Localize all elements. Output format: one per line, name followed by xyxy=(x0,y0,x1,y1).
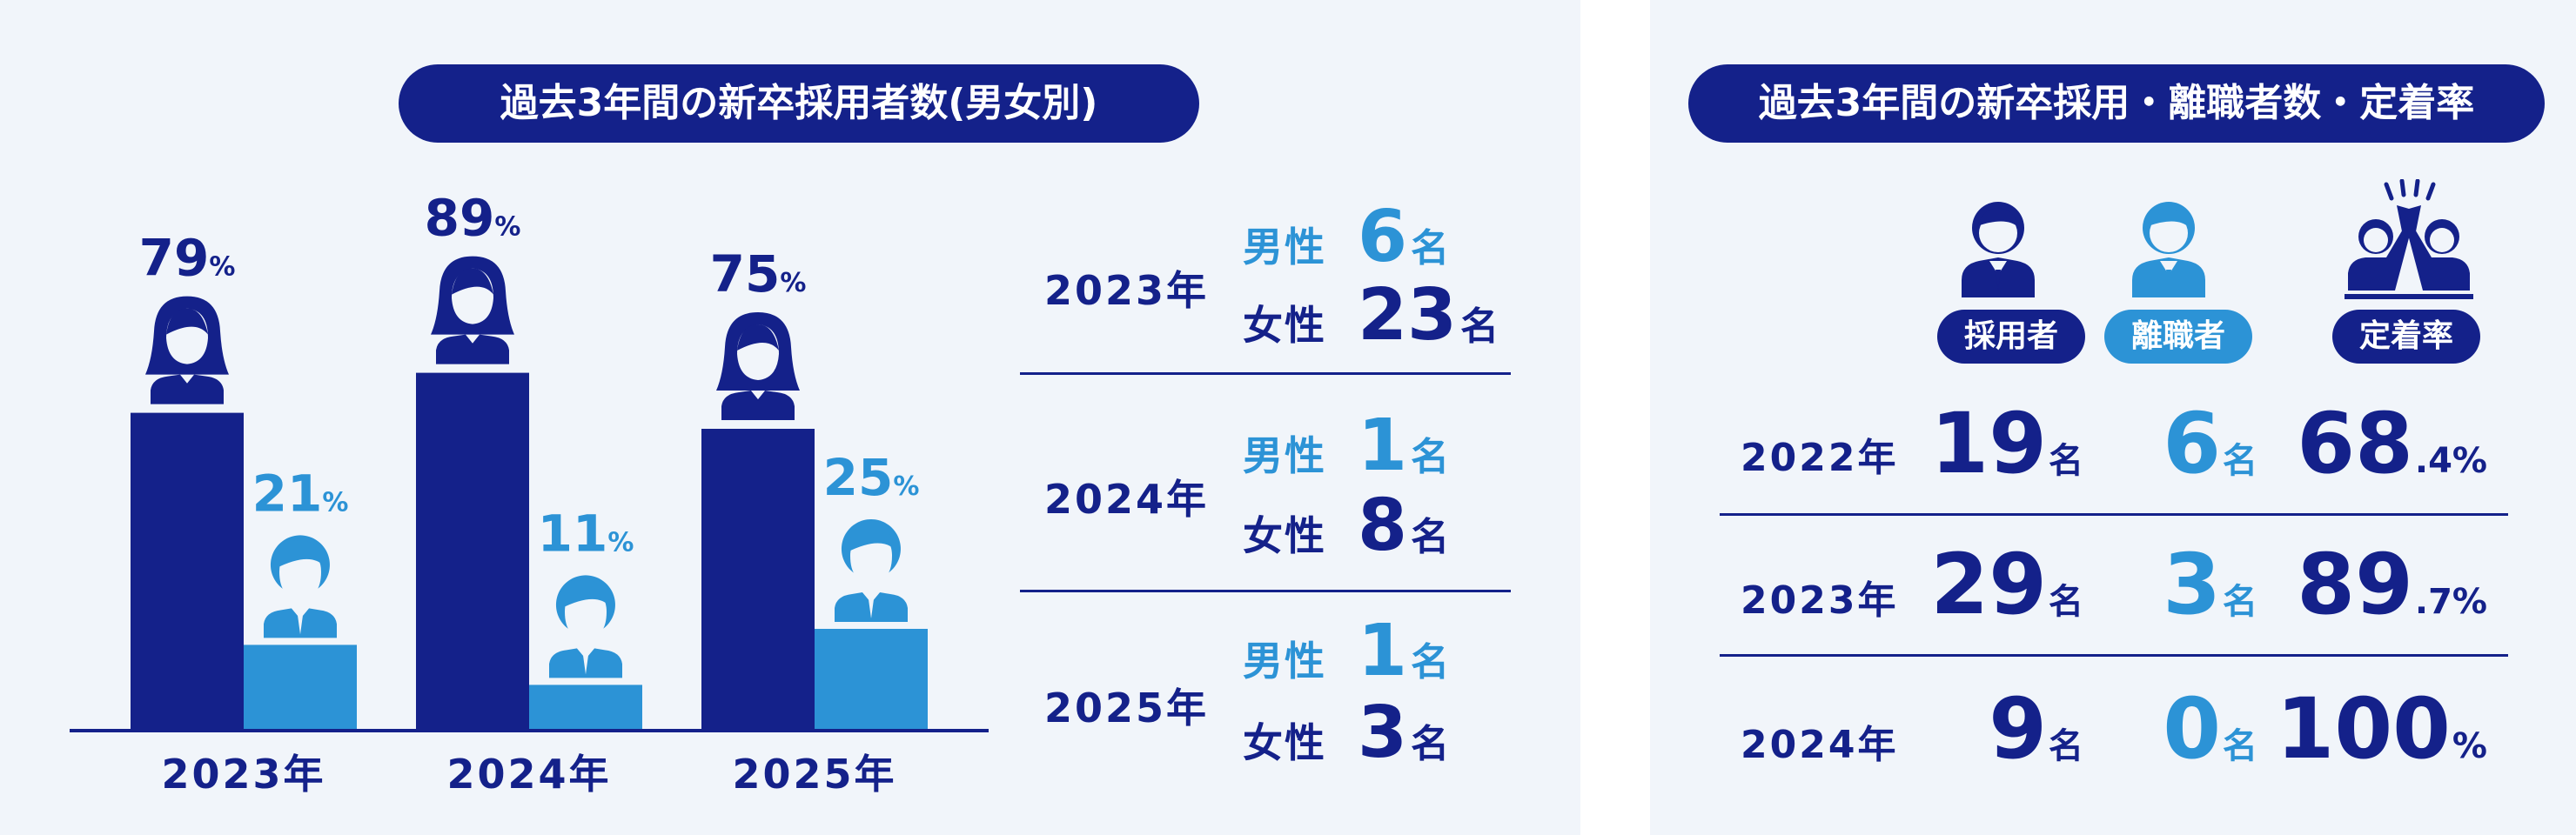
bar-female xyxy=(131,412,244,729)
x-tick-label: 2023年 xyxy=(161,751,325,798)
male-count-2025: 1名 xyxy=(1358,610,1450,692)
bar-female xyxy=(416,372,529,729)
woman-icon xyxy=(716,312,800,420)
high-five-icon xyxy=(2345,179,2473,299)
row-divider xyxy=(1720,654,2508,657)
row-year-2023: 2023年 xyxy=(1741,578,1899,623)
hired-2022: 19名 xyxy=(1930,395,2083,492)
data-label: 75% xyxy=(710,244,807,304)
data-label: 21% xyxy=(252,464,349,523)
male-count-2023: 6名 xyxy=(1358,196,1450,278)
retention-2024: 100% xyxy=(2276,680,2487,778)
woman-icon xyxy=(431,256,514,364)
table-divider xyxy=(1020,372,1511,375)
row-divider xyxy=(1720,513,2508,516)
female-count-2025: 3名 xyxy=(1358,691,1450,774)
bar-chart: 79% 21% 2023年 89% 11% 2024年 75% 25% 2025年 xyxy=(70,189,989,798)
left-2022: 6名 xyxy=(2163,395,2257,492)
data-label: 89% xyxy=(425,189,521,248)
female-label-2023: 女性 xyxy=(1243,302,1326,349)
female-label-2025: 女性 xyxy=(1243,719,1326,766)
bar-male xyxy=(815,629,928,729)
female-count-2024: 8名 xyxy=(1358,484,1450,567)
left-title: 過去3年間の新卒採用者数(男女別) xyxy=(399,64,1199,143)
left-2024: 0名 xyxy=(2163,680,2257,778)
bar-male xyxy=(244,645,357,729)
right-title: 過去3年間の新卒採用・離職者数・定着率 xyxy=(1688,64,2545,143)
data-label: 79% xyxy=(139,229,236,288)
left-2023: 3名 xyxy=(2163,536,2257,633)
row-year-2024: 2024年 xyxy=(1741,723,1899,767)
data-label: 11% xyxy=(538,504,634,563)
x-tick-label: 2024年 xyxy=(446,751,611,798)
bar-male xyxy=(529,685,642,729)
woman-icon xyxy=(145,296,229,404)
header-left: 離職者 xyxy=(2104,310,2252,364)
right-panel: 過去3年間の新卒採用・離職者数・定着率 採用者 離職者 定着率 2022年 1 xyxy=(1650,0,2576,835)
female-label-2024: 女性 xyxy=(1243,512,1326,559)
bar-female xyxy=(701,429,815,729)
man-icon xyxy=(264,535,337,638)
businessman-icon xyxy=(2132,202,2205,297)
retention-2023: 89.7% xyxy=(2297,536,2487,633)
male-label-2024: 男性 xyxy=(1243,432,1326,479)
header-retention: 定着率 xyxy=(2332,310,2480,364)
retention-2022: 68.4% xyxy=(2297,395,2487,492)
data-label: 25% xyxy=(823,448,920,507)
businessman-icon xyxy=(1962,202,2035,297)
x-axis-line xyxy=(70,729,989,732)
hired-2023: 29名 xyxy=(1930,536,2083,633)
male-label-2023: 男性 xyxy=(1243,224,1326,271)
female-count-2023: 23名 xyxy=(1358,274,1499,357)
male-count-2024: 1名 xyxy=(1358,404,1450,487)
table-year-2024: 2024年 xyxy=(1044,476,1210,523)
man-icon xyxy=(549,575,622,678)
table-year-2023: 2023年 xyxy=(1044,267,1210,314)
header-hired: 採用者 xyxy=(1937,310,2085,364)
hired-2024: 9名 xyxy=(1989,680,2083,778)
male-label-2025: 男性 xyxy=(1243,638,1326,685)
x-tick-label: 2025年 xyxy=(732,751,896,798)
table-year-2025: 2025年 xyxy=(1044,685,1210,731)
left-panel: 過去3年間の新卒採用者数(男女別) 79% 21% 2023年 89% 11% 2024年… xyxy=(0,0,1580,835)
table-divider xyxy=(1020,590,1511,592)
row-year-2022: 2022年 xyxy=(1741,436,1899,480)
man-icon xyxy=(835,519,908,622)
